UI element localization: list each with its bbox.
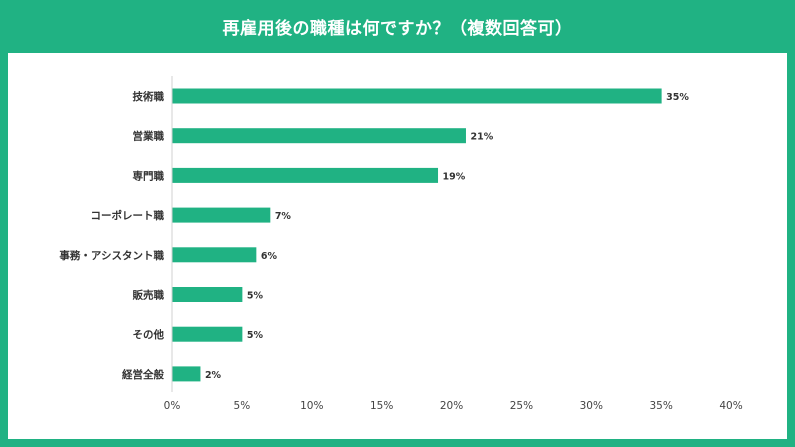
chart-title: 再雇用後の職種は何ですか？（複数回答可） <box>222 18 573 39</box>
category-label: 事務・アシスタント職 <box>59 249 164 262</box>
value-label: 35% <box>666 92 689 103</box>
x-tick-label: 40% <box>719 400 742 412</box>
x-tick-label: 35% <box>649 400 672 412</box>
category-label: 技術職 <box>133 90 165 103</box>
bar <box>172 287 243 302</box>
value-label: 7% <box>275 211 292 222</box>
bar <box>172 207 271 223</box>
value-label: 6% <box>261 251 278 262</box>
x-tick-label: 0% <box>164 400 181 412</box>
x-tick-label: 10% <box>300 400 323 412</box>
category-label: 経営全般 <box>122 368 164 381</box>
category-label: その他 <box>133 328 165 341</box>
value-label: 2% <box>205 370 222 381</box>
category-label: コーポレート職 <box>91 209 165 222</box>
value-label: 5% <box>247 291 264 302</box>
value-label: 5% <box>247 330 264 341</box>
chart-panel <box>8 53 787 439</box>
bar <box>172 366 201 382</box>
bar <box>172 88 662 104</box>
x-tick-label: 20% <box>440 400 463 412</box>
category-label: 販売職 <box>133 289 165 302</box>
x-tick-label: 30% <box>580 400 603 412</box>
category-label: 営業職 <box>133 130 165 143</box>
bar <box>172 326 243 342</box>
labels-layer: 0% 5% 10% 15% 20% 25% 30% 35% 40% 技術職 35% 営業職 21% 専門職… <box>59 90 742 412</box>
x-tick-label: 5% <box>234 400 251 412</box>
x-tick-label: 25% <box>510 400 533 412</box>
bar <box>172 128 466 144</box>
value-label: 19% <box>443 171 466 182</box>
bar <box>172 247 257 263</box>
bars-layer <box>172 88 662 382</box>
category-label: 専門職 <box>133 169 165 182</box>
x-tick-label: 15% <box>370 400 393 412</box>
value-label: 21% <box>470 132 493 143</box>
bar <box>172 167 439 183</box>
